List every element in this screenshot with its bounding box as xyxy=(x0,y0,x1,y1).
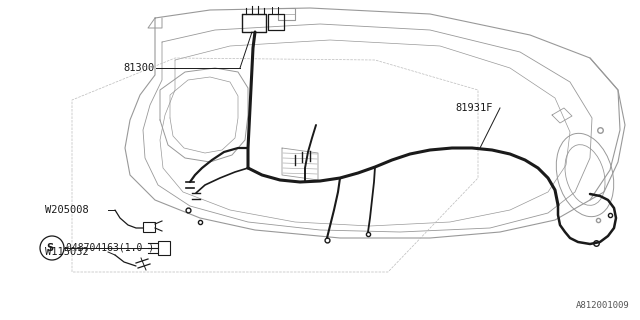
Text: W205008: W205008 xyxy=(45,205,89,215)
Text: A812001009: A812001009 xyxy=(576,301,630,310)
FancyBboxPatch shape xyxy=(158,241,170,255)
Text: S: S xyxy=(47,243,54,253)
Text: 81300: 81300 xyxy=(124,63,155,73)
Text: 81931F: 81931F xyxy=(455,103,493,113)
FancyBboxPatch shape xyxy=(143,222,155,232)
Text: 048704163(1.0 ): 048704163(1.0 ) xyxy=(66,243,154,253)
Text: W115032: W115032 xyxy=(45,247,89,257)
